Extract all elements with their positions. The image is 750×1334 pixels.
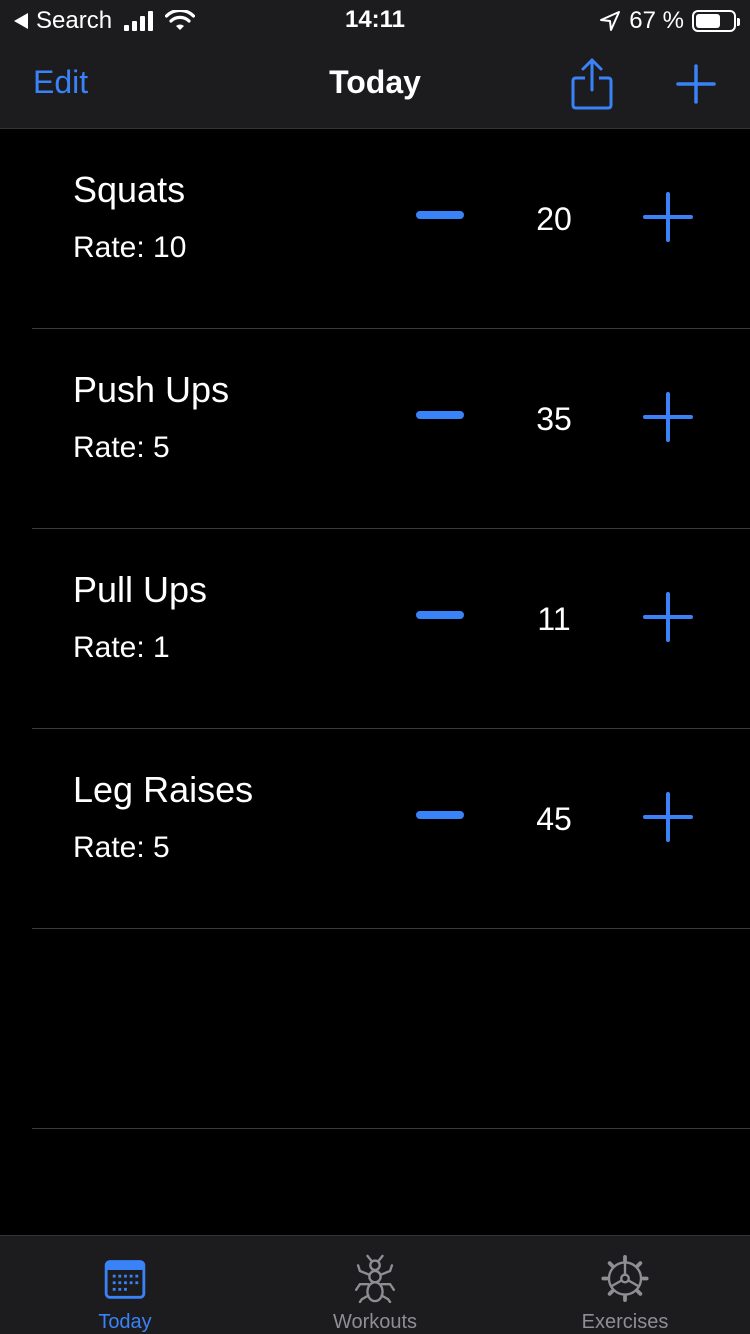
empty-list-row	[0, 929, 750, 1129]
list-item: Pull Ups Rate: 1 11	[0, 529, 750, 729]
exercise-list: Squats Rate: 10 20 Push Ups Rate: 5 35 P…	[0, 129, 750, 1129]
cellular-signal-icon	[124, 11, 154, 31]
exercise-name: Push Ups	[73, 369, 230, 410]
page-title: Today	[329, 64, 421, 100]
exercise-rate: Rate: 5	[73, 431, 170, 464]
minus-icon	[416, 811, 464, 819]
decrement-button[interactable]	[416, 409, 464, 421]
exercise-count: 20	[536, 201, 572, 237]
tab-today[interactable]: Today	[0, 1236, 250, 1334]
back-app-label[interactable]: Search	[36, 7, 113, 34]
wifi-icon	[165, 10, 196, 30]
battery-icon	[692, 10, 740, 32]
increment-button[interactable]	[643, 792, 693, 842]
tab-exercises[interactable]: Exercises	[500, 1236, 750, 1334]
edit-button[interactable]: Edit	[33, 64, 89, 100]
exercise-rate: Rate: 10	[73, 231, 187, 264]
back-arrow-icon[interactable]	[14, 13, 28, 29]
tab-workouts[interactable]: Workouts	[250, 1236, 500, 1334]
tab-bar: Today Workouts	[0, 1235, 750, 1334]
add-icon[interactable]	[676, 64, 716, 104]
bug-icon	[354, 1254, 396, 1303]
navigation-bar: Edit Today	[0, 40, 750, 129]
gear-icon	[601, 1254, 649, 1303]
status-right: 67 %	[599, 6, 740, 36]
divider	[32, 528, 750, 529]
tab-label: Workouts	[332, 1311, 418, 1333]
divider	[32, 1128, 750, 1129]
exercise-rate: Rate: 5	[73, 831, 170, 864]
minus-icon	[416, 611, 464, 619]
decrement-button[interactable]	[416, 209, 464, 221]
share-icon[interactable]	[570, 56, 614, 112]
tab-label: Today	[98, 1311, 152, 1333]
decrement-button[interactable]	[416, 609, 464, 621]
battery-percentage: 67 %	[629, 7, 684, 34]
tab-label: Exercises	[581, 1311, 669, 1333]
list-item: Push Ups Rate: 5 35	[0, 329, 750, 529]
divider	[32, 728, 750, 729]
minus-icon	[416, 411, 464, 419]
list-item: Leg Raises Rate: 5 45	[0, 729, 750, 929]
calendar-icon	[104, 1260, 146, 1299]
decrement-button[interactable]	[416, 809, 464, 821]
exercise-rate: Rate: 1	[73, 631, 170, 664]
increment-button[interactable]	[643, 392, 693, 442]
exercise-name: Leg Raises	[73, 769, 254, 810]
increment-button[interactable]	[643, 192, 693, 242]
minus-icon	[416, 211, 464, 219]
exercise-name: Squats	[73, 169, 186, 210]
exercise-count: 35	[536, 401, 572, 437]
status-time: 14:11	[344, 6, 406, 33]
divider	[32, 928, 750, 929]
increment-button[interactable]	[643, 592, 693, 642]
divider	[32, 328, 750, 329]
exercise-count: 11	[537, 601, 571, 637]
exercise-name: Pull Ups	[73, 569, 208, 610]
exercise-count: 45	[536, 801, 572, 837]
location-arrow-icon	[600, 11, 621, 31]
status-left[interactable]: Search	[14, 6, 196, 36]
status-bar: Search 14:11 67 %	[0, 0, 750, 40]
list-item: Squats Rate: 10 20	[0, 129, 750, 329]
